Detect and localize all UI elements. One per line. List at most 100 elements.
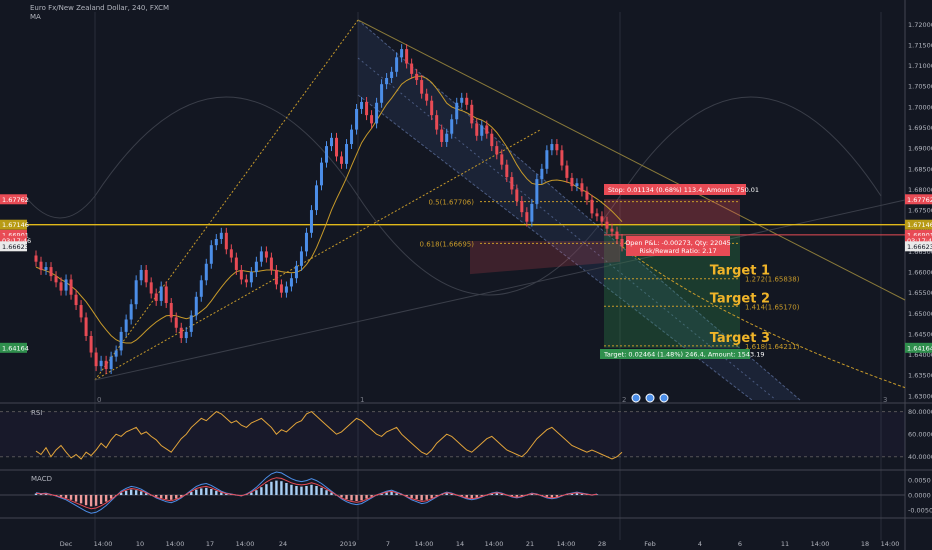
price-badge xyxy=(905,235,932,246)
time-tick: 21 xyxy=(526,540,534,548)
candle-body xyxy=(620,238,624,247)
price-tick: 1.63000 xyxy=(908,392,932,400)
candle-body xyxy=(485,125,489,134)
candle-body xyxy=(209,245,213,264)
time-tick: 18 xyxy=(861,540,869,548)
macd-histogram-bar xyxy=(89,495,93,507)
macd-histogram-bar xyxy=(155,495,158,497)
candle-body xyxy=(114,350,118,357)
macd-histogram-bar xyxy=(99,495,103,504)
price-badge-text: 1.67146 xyxy=(907,221,932,229)
macd-histogram-bar xyxy=(345,495,348,500)
candle-body xyxy=(335,137,339,157)
macd-histogram-bar xyxy=(260,487,263,495)
price-badge xyxy=(905,229,932,240)
candle-body xyxy=(244,279,248,283)
macd-histogram-bar xyxy=(305,486,308,495)
macd-histogram-bar xyxy=(220,492,223,495)
candle-body xyxy=(400,49,404,58)
macd-histogram-bar xyxy=(405,495,408,497)
macd-histogram-bar xyxy=(180,495,183,497)
cycle-arc xyxy=(357,195,621,296)
candle-body xyxy=(239,269,243,280)
candle-body xyxy=(355,108,359,130)
candle-body xyxy=(44,267,48,270)
rsi-tick: 40.0000 xyxy=(908,453,932,461)
signal-line xyxy=(35,477,598,510)
macd-histogram-bar xyxy=(134,490,138,495)
candle-body xyxy=(254,261,258,273)
trend-line xyxy=(94,129,541,381)
candle-body xyxy=(545,150,549,169)
candle-body xyxy=(219,232,223,239)
macd-histogram-bar xyxy=(205,487,208,495)
macd-histogram-bar xyxy=(395,493,398,495)
candle-body xyxy=(174,317,178,328)
candle-body xyxy=(274,269,278,285)
price-tick: 1.66000 xyxy=(908,269,932,277)
rsi-band xyxy=(0,411,905,457)
candle-body xyxy=(590,199,594,214)
candle-body xyxy=(84,317,88,337)
price-tick: 1.63500 xyxy=(908,372,932,380)
projection-line xyxy=(621,246,906,389)
macd-histogram-bar xyxy=(460,495,463,497)
macd-histogram-bar xyxy=(325,490,328,495)
fib-level-label: 1.414(1.65170) xyxy=(745,303,800,311)
price-badge-text: 1.64164 xyxy=(2,344,29,352)
candle-body xyxy=(360,101,364,109)
macd-histogram-bar xyxy=(34,493,38,495)
chart-header: Euro Fx/New Zealand Dollar, 240, FXCM MA xyxy=(30,4,169,22)
candle-body xyxy=(470,104,474,124)
candle-body xyxy=(184,331,188,339)
macd-histogram-bar xyxy=(200,488,203,495)
macd-histogram-bar xyxy=(109,495,113,499)
candle-body xyxy=(415,73,419,81)
macd-histogram-bar xyxy=(59,495,63,497)
time-tick: 14:00 xyxy=(811,540,830,548)
price-tick: 1.69000 xyxy=(908,145,932,153)
candle-body xyxy=(259,251,263,262)
candle-body xyxy=(164,286,168,303)
rsi-tick: 60.0000 xyxy=(908,431,932,439)
candle-body xyxy=(555,144,559,151)
candle-body xyxy=(405,49,409,64)
macd-histogram-bar xyxy=(295,486,298,495)
candle-body xyxy=(194,296,198,316)
moving-average-line xyxy=(35,75,623,344)
time-tick: 11 xyxy=(781,540,789,548)
macd-histogram-bar xyxy=(445,493,448,495)
macd-histogram-bar xyxy=(175,495,178,499)
candle-body xyxy=(169,302,173,318)
price-badge-left xyxy=(0,219,27,230)
candle-body xyxy=(390,71,394,78)
candle-body xyxy=(385,77,389,85)
time-tick: Feb xyxy=(644,540,656,548)
event-icon xyxy=(645,393,655,403)
price-badge-text: 1.66623 xyxy=(2,243,29,251)
candle-body xyxy=(59,282,63,291)
stop-zone xyxy=(604,199,740,225)
candle-body xyxy=(550,144,554,151)
event-icon xyxy=(659,393,669,403)
macd-histogram-bar xyxy=(500,493,503,495)
ratio-info-text: Risk/Reward Ratio: 2.17 xyxy=(639,247,716,255)
macd-histogram-bar xyxy=(410,495,413,498)
macd-histogram-bar xyxy=(165,495,168,500)
macd-histogram-bar xyxy=(255,490,258,495)
cycle-mark: 3 xyxy=(883,396,887,404)
macd-histogram-bar xyxy=(79,495,83,504)
candle-body xyxy=(289,278,293,287)
macd-histogram-bar xyxy=(355,495,358,501)
candle-body xyxy=(279,284,283,293)
candle-body xyxy=(410,63,414,74)
candle-body xyxy=(234,257,238,270)
macd-tick: 0.0050 xyxy=(908,477,931,485)
macd-histogram-bar xyxy=(84,495,88,506)
candle-body xyxy=(324,146,328,163)
target-info-text: Target: 0.02464 (1.48%) 246.4, Amount: 1… xyxy=(603,351,765,359)
price-tick: 1.64500 xyxy=(908,330,932,338)
macd-histogram-bar xyxy=(310,484,313,495)
macd-histogram-bar xyxy=(520,495,524,497)
